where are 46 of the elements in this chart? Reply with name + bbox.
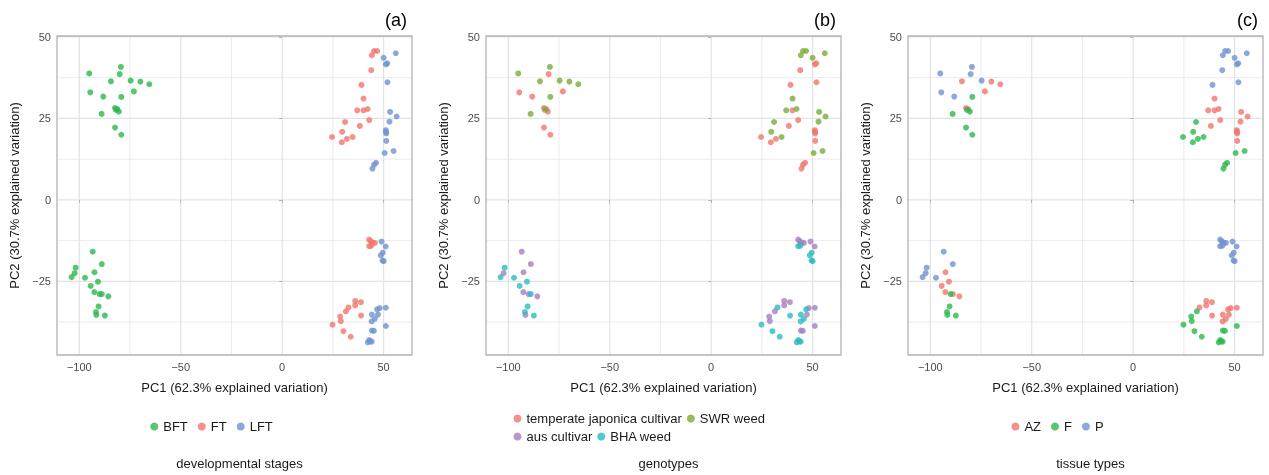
legend-label: F bbox=[1064, 419, 1072, 434]
legend-title: developmental stages bbox=[176, 456, 304, 471]
x-tick-label: 0 bbox=[1130, 360, 1137, 373]
legend-label: LFT bbox=[249, 419, 273, 434]
legend-label: BFT bbox=[163, 419, 188, 434]
chart-title: (c) bbox=[1237, 10, 1259, 30]
x-tick-label: 0 bbox=[708, 360, 715, 373]
y-tick-label: −25 bbox=[883, 275, 902, 288]
x-axis-title: PC1 (62.3% explained variation) bbox=[992, 380, 1179, 395]
x-tick-label: 50 bbox=[806, 360, 819, 373]
x-tick-label: −50 bbox=[600, 360, 620, 373]
y-tick-label: 0 bbox=[473, 193, 480, 206]
x-tick-label: 50 bbox=[1228, 360, 1241, 373]
legend-title: tissue types bbox=[1056, 456, 1126, 471]
legend-title: genotypes bbox=[638, 456, 699, 471]
y-tick-label: 50 bbox=[889, 30, 902, 43]
legend-label: SWR weed bbox=[699, 411, 765, 426]
x-axis-title: PC1 (62.3% explained variation) bbox=[141, 380, 328, 395]
y-axis-title: PC2 (30.7% explained variation) bbox=[7, 102, 23, 289]
x-tick-label: −50 bbox=[1022, 360, 1042, 373]
x-axis-title: PC1 (62.3% explained variation) bbox=[570, 380, 757, 395]
y-tick-label: 0 bbox=[44, 193, 51, 206]
x-tick-label: −100 bbox=[917, 360, 943, 373]
y-tick-label: 25 bbox=[889, 112, 902, 125]
chart-title: (a) bbox=[385, 10, 407, 30]
legend-label: AZ bbox=[1024, 419, 1042, 434]
legend-label: P bbox=[1094, 419, 1104, 434]
y-tick-label: 50 bbox=[38, 30, 51, 43]
legend-label: FT bbox=[210, 419, 227, 434]
y-tick-label: −25 bbox=[32, 275, 51, 288]
x-tick-label: 50 bbox=[377, 360, 390, 373]
x-tick-label: 0 bbox=[279, 360, 286, 373]
legend-label: temperate japonica cultivar bbox=[526, 411, 683, 426]
chart-title: (b) bbox=[814, 10, 836, 30]
y-tick-label: −25 bbox=[461, 275, 480, 288]
y-axis-title: PC2 (30.7% explained variation) bbox=[858, 102, 874, 289]
legend-label: aus cultivar bbox=[526, 429, 593, 444]
x-tick-label: −100 bbox=[495, 360, 521, 373]
y-tick-label: 0 bbox=[895, 193, 902, 206]
y-axis-title: PC2 (30.7% explained variation) bbox=[436, 102, 452, 289]
legend-label: BHA weed bbox=[610, 429, 671, 444]
x-tick-label: −100 bbox=[66, 360, 92, 373]
y-tick-label: 50 bbox=[467, 30, 480, 43]
x-tick-label: −50 bbox=[171, 360, 191, 373]
y-tick-label: 25 bbox=[467, 112, 480, 125]
y-tick-label: 25 bbox=[38, 112, 51, 125]
